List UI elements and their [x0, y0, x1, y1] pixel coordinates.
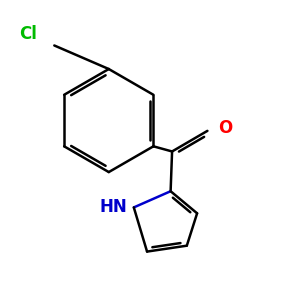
Text: O: O — [218, 119, 232, 137]
Text: HN: HN — [99, 198, 127, 216]
Text: Cl: Cl — [19, 25, 37, 43]
